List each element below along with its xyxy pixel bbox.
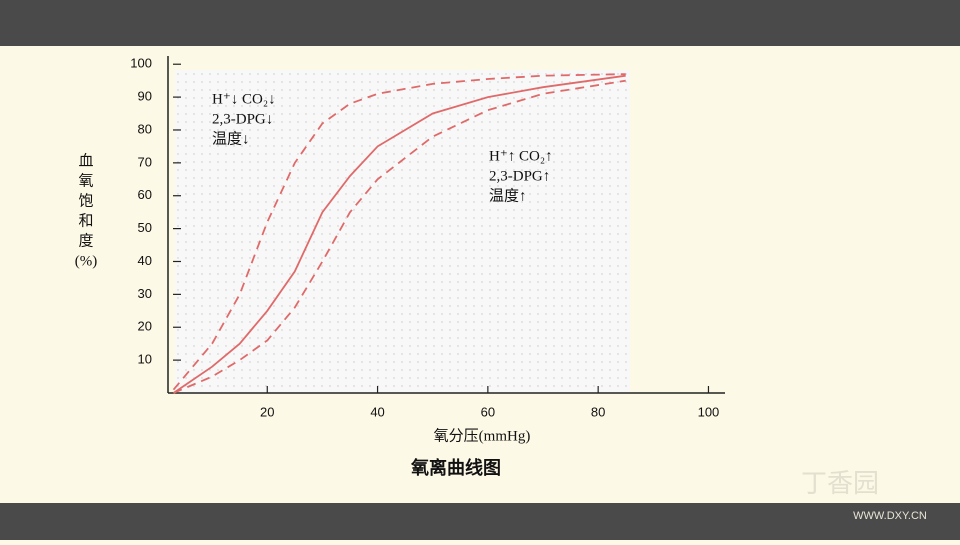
y-axis-label: (%) bbox=[75, 253, 98, 269]
y-axis-label: 饱 bbox=[78, 192, 93, 209]
x-tick-label: 60 bbox=[481, 404, 495, 419]
y-tick-label: 80 bbox=[138, 121, 152, 136]
annotation: H⁺↓ CO₂↓ bbox=[212, 91, 276, 107]
top-bar bbox=[0, 0, 960, 46]
y-tick-label: 100 bbox=[130, 56, 152, 71]
y-tick-label: 20 bbox=[138, 319, 152, 334]
y-tick-label: 10 bbox=[138, 352, 152, 367]
y-axis-label: 和 bbox=[78, 212, 93, 229]
curve bbox=[172, 73, 626, 391]
y-axis-label: 血 bbox=[78, 152, 93, 169]
watermark: WWW.DXY.CN bbox=[853, 510, 927, 522]
x-tick-label: 40 bbox=[370, 404, 384, 419]
y-tick-label: 90 bbox=[138, 89, 152, 104]
x-tick-label: 80 bbox=[591, 404, 605, 419]
chart-title: 氧离曲线图 bbox=[410, 457, 501, 478]
bottom-bar bbox=[0, 503, 960, 540]
x-tick-label: 20 bbox=[260, 404, 274, 419]
x-tick-label: 100 bbox=[698, 404, 720, 419]
plot-background bbox=[175, 70, 630, 393]
y-tick-label: 60 bbox=[138, 187, 152, 202]
curve bbox=[172, 74, 626, 394]
annotation: 温度↑ bbox=[489, 187, 527, 204]
y-tick-label: 30 bbox=[138, 286, 152, 301]
y-tick-label: 70 bbox=[138, 154, 152, 169]
y-axis-label: 氧 bbox=[78, 172, 93, 189]
annotation: 温度↓ bbox=[212, 130, 250, 147]
curve bbox=[173, 79, 626, 394]
x-axis-label: 氧分压(mmHg) bbox=[434, 427, 531, 444]
y-tick-label: 50 bbox=[138, 220, 152, 235]
annotation: 2,3-DPG↑ bbox=[489, 168, 550, 184]
watermark: 丁香园 bbox=[801, 469, 879, 498]
y-axis-label: 度 bbox=[78, 232, 93, 249]
y-tick-label: 40 bbox=[138, 253, 152, 268]
annotation: 2,3-DPG↓ bbox=[212, 111, 273, 127]
annotation: H⁺↑ CO₂↑ bbox=[489, 148, 553, 164]
